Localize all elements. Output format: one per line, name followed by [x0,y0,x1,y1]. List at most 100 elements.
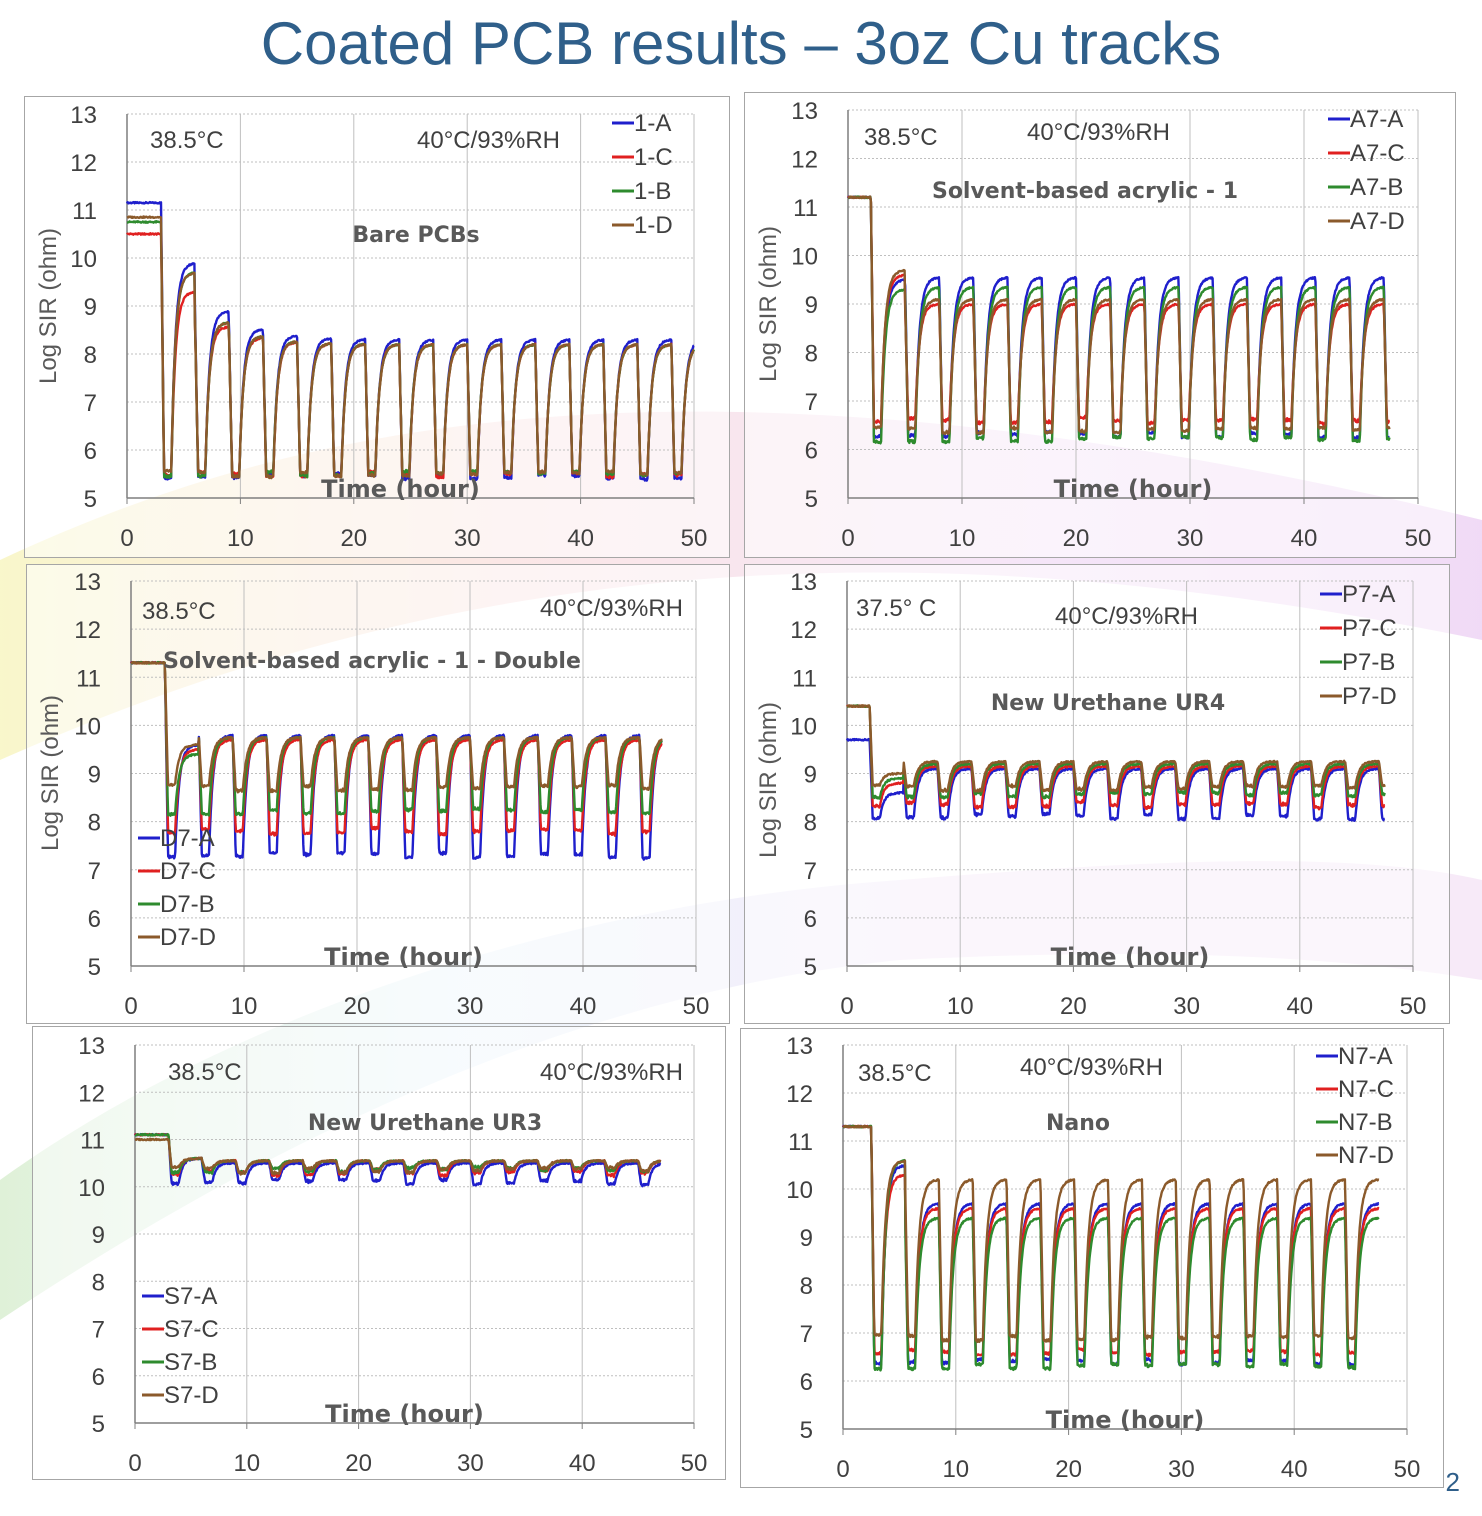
condition-annotation: 40°C/93%RH [417,127,560,154]
y-tick-label: 9 [92,1222,105,1249]
x-tick-label: 50 [1400,993,1427,1020]
y-tick-label: 6 [84,438,97,465]
y-tick-label: 5 [88,954,101,981]
x-tick-label: 20 [1060,993,1087,1020]
x-tick-label: 50 [1394,1456,1421,1483]
condition-annotation: 38.5°C [858,1060,932,1087]
chart-panel-5 [32,1026,726,1480]
legend-entry: A7-D [1350,208,1405,235]
x-tick-label: 10 [233,1450,260,1477]
x-tick-label: 30 [457,993,484,1020]
y-tick-label: 13 [791,98,818,125]
condition-annotation: 40°C/93%RH [1055,603,1198,630]
y-tick-label: 8 [800,1273,813,1300]
x-tick-label: 50 [683,993,710,1020]
x-tick-label: 20 [340,525,367,552]
series-line-D7-D [130,660,663,794]
x-tick-label: 0 [124,993,137,1020]
chart-panel-1 [24,96,730,558]
y-tick-label: 10 [790,713,817,740]
legend-entry: P7-B [1342,649,1395,676]
x-tick-label: 40 [1286,993,1313,1020]
y-tick-label: 12 [790,617,817,644]
condition-annotation: 40°C/93%RH [1020,1054,1163,1081]
x-tick-label: 0 [128,1450,141,1477]
legend-entry: P7-C [1342,615,1397,642]
y-tick-label: 13 [790,569,817,596]
chart-1: 5 6 7 8 9 10 11 12 13 0 10 20 30 40 50 38.5°C 40°C/93%RH… [35,102,707,552]
page-number: 2 [1445,1467,1460,1497]
y-tick-label: 13 [786,1033,813,1060]
series-line-N7-D [842,1124,1380,1344]
chart-panel-2 [744,92,1456,558]
chart-4: 5 6 7 8 9 10 11 12 13 0 10 20 30 40 50 37.5° C 40°C/93%R… [755,569,1426,1020]
condition-annotation: 38.5°C [168,1059,242,1086]
x-tick-label: 30 [1168,1456,1195,1483]
y-tick-label: 11 [80,1128,105,1155]
x-tick-label: 10 [947,993,974,1020]
y-tick-label: 12 [786,1081,813,1108]
y-tick-label: 5 [805,486,818,513]
chart-subtitle: New Urethane UR4 [991,691,1225,716]
legend-entry: 1-A [634,110,671,137]
x-tick-label: 40 [570,993,597,1020]
chart-5: 5 6 7 8 9 10 11 12 13 0 10 20 30 40 50 38.5°C 40°C/93%RH… [78,1033,707,1477]
x-tick-label: 40 [567,525,594,552]
y-tick-label: 11 [788,1129,813,1156]
series-line-P7-D [846,704,1386,793]
series-line-A7-A [846,195,1391,441]
series-line-S7-A [133,1132,662,1188]
chart-panel-3 [26,564,730,1024]
legend-entry: D7-B [160,891,215,918]
x-tick-label: 40 [569,1450,596,1477]
y-tick-label: 7 [88,858,101,885]
legend-entry: A7-A [1350,106,1403,133]
x-axis-label: Time (hour) [321,475,480,503]
x-tick-label: 50 [681,1450,708,1477]
y-tick-label: 13 [74,569,101,596]
series-line-A7-B [847,195,1391,445]
y-tick-label: 7 [805,389,818,416]
chart-panel-4 [744,564,1450,1024]
x-tick-label: 50 [681,525,708,552]
y-tick-label: 10 [78,1175,105,1202]
x-tick-label: 40 [1291,525,1318,552]
legend-entry: S7-B [164,1349,217,1376]
y-tick-label: 7 [84,390,97,417]
y-axis-label: Log SIR (ohm) [755,702,782,858]
legend-entry: 1-D [634,212,673,239]
x-axis-label: Time (hour) [324,943,483,971]
series-line-P7-A [845,737,1386,822]
condition-annotation: 40°C/93%RH [540,1059,683,1086]
y-tick-label: 5 [84,486,97,513]
y-tick-label: 7 [800,1321,813,1348]
legend-entry: P7-A [1342,581,1395,608]
chart-subtitle: New Urethane UR3 [308,1111,542,1136]
legend-entry: 1-C [634,144,673,171]
y-tick-label: 10 [791,244,818,271]
condition-annotation: 37.5° C [856,595,936,622]
x-axis-label: Time (hour) [1054,475,1213,503]
legend-entry: N7-D [1338,1142,1394,1169]
y-tick-label: 6 [88,906,101,933]
legend-entry: D7-C [160,858,216,885]
y-tick-label: 11 [793,195,818,222]
x-tick-label: 20 [1063,525,1090,552]
x-tick-label: 30 [1173,993,1200,1020]
y-tick-label: 5 [800,1417,813,1444]
y-tick-label: 9 [84,294,97,321]
y-axis-label: Log SIR (ohm) [37,695,64,851]
y-tick-label: 8 [88,810,101,837]
x-tick-label: 20 [1055,1456,1082,1483]
x-axis-label: Time (hour) [1046,1406,1205,1434]
y-tick-label: 11 [792,665,817,692]
y-tick-label: 9 [804,762,817,789]
x-tick-label: 20 [345,1450,372,1477]
condition-annotation: 40°C/93%RH [1027,119,1170,146]
y-tick-label: 8 [805,341,818,368]
condition-annotation: 38.5°C [150,127,224,154]
legend-entry: P7-D [1342,683,1397,710]
y-tick-label: 11 [76,665,101,692]
condition-annotation: 40°C/93%RH [540,595,683,622]
